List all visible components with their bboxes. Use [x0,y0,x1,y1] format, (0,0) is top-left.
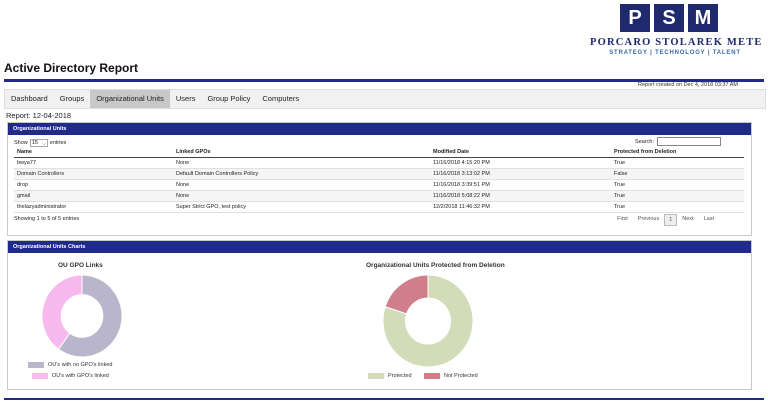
cell-protected: True [611,157,744,169]
logo-letter-p: P [620,4,650,32]
ou-table: Name Linked GPOs Modified Date Protected… [14,148,744,213]
legend-item-not-protected: Not Protected [424,373,478,379]
cell-name: Domain Controllers [14,168,173,180]
tab-dashboard[interactable]: Dashboard [11,94,48,103]
legend-item-with-gpo: OU's with GPO's linked [32,373,109,379]
report-date: Report: 12-04-2018 [6,111,72,120]
donut-slice-ou-s-with-no-gpo-s-linked[interactable] [57,274,123,358]
legend-item-no-gpo: OU's with no GPO's linked [28,362,112,368]
report-created-timestamp: Report created on Dec 4, 2018 03:37 AM [638,82,738,88]
legend-swatch [424,373,440,379]
cell-protected: True [611,190,744,202]
cell-modified-date: 11/16/2018 3:39:51 PM [430,179,611,191]
cell-modified-date: 11/16/2018 4:15:20 PM [430,157,611,169]
show-entries-control: Show 15 ⌵ entries [14,139,66,147]
charts-panel: Organizational Units Charts OU GPO Links… [7,240,752,390]
header-divider [4,79,764,82]
cell-name: bwya77 [14,157,173,169]
logo-letter-m: M [688,4,718,32]
table-row: bwya77 None 11/16/2018 4:15:20 PM True [14,157,744,169]
chart-title-gpo-links: OU GPO Links [58,262,103,269]
table-row: thelazyadministrator Super Strict GPO, t… [14,201,744,213]
donut-slice-not-protected[interactable] [384,274,429,315]
table-row: drop None 11/16/2018 3:39:51 PM True [14,179,744,191]
table-header-row: Name Linked GPOs Modified Date Protected… [14,148,744,158]
cell-linked-gpos: None [173,157,430,169]
table-row: gmail None 11/16/2018 5:08:22 PM True [14,190,744,202]
chart-title-protected: Organizational Units Protected from Dele… [366,262,505,269]
legend-label: Not Protected [444,373,478,379]
cell-name: drop [14,179,173,191]
logo-letter-s: S [654,4,684,32]
logo-tagline: STRATEGY | TECHNOLOGY | TALENT [609,50,741,56]
cell-protected: True [611,179,744,191]
table-row: Domain Controllers Default Domain Contro… [14,168,744,180]
table-search: Search: [635,137,721,146]
search-label: Search: [635,138,654,145]
column-header-linked-gpos[interactable]: Linked GPOs [173,148,430,158]
ou-panel: Organizational Units Show 15 ⌵ entries S… [7,122,752,236]
cell-modified-date: 11/16/2018 5:08:22 PM [430,190,611,202]
search-input[interactable] [657,137,721,146]
logo-company-name: PORCARO STOLAREK METE [590,37,763,48]
cell-linked-gpos: None [173,190,430,202]
legend-label: OU's with GPO's linked [52,373,109,379]
tab-organizational-units[interactable]: Organizational Units [90,90,170,108]
company-logo: P S M PORCARO STOLAREK METE STRATEGY | T… [590,4,764,60]
cell-name: gmail [14,190,173,202]
entries-select-value: 15 [31,140,38,146]
cell-linked-gpos: Default Domain Controllers Policy [173,168,430,180]
legend-swatch [32,373,48,379]
pager-next[interactable]: Next [682,216,694,222]
page-title: Active Directory Report [4,61,139,75]
show-label: Show [14,140,28,146]
donut-chart-protected [382,274,474,368]
entries-select[interactable]: 15 ⌵ [29,139,48,147]
pager-current-page[interactable]: 1 [664,214,678,226]
cell-linked-gpos: None [173,179,430,191]
donut-slice-protected[interactable] [382,274,474,368]
legend-swatch [368,373,384,379]
cell-modified-date: 12/2/2018 11:46:32 PM [430,201,611,213]
pager-previous[interactable]: Previous [637,216,660,222]
tab-groups[interactable]: Groups [59,94,85,103]
tab-computers[interactable]: Computers [262,94,300,103]
tab-bar: Dashboard Groups Organizational Units Us… [4,89,766,109]
entries-label: entries [49,140,67,146]
pager-last[interactable]: Last [703,216,714,222]
donut-chart-gpo-links [41,274,123,358]
pager-first[interactable]: First [617,216,628,222]
legend-label: OU's with no GPO's linked [48,362,113,368]
pagination: First Previous 1 Next Last [612,214,719,226]
footer-divider [4,398,764,400]
tab-group-policy[interactable]: Group Policy [207,94,251,103]
table-info: Showing 1 to 5 of 5 entries [14,216,80,222]
column-header-protected[interactable]: Protected from Deletion [611,148,744,158]
column-header-name[interactable]: Name [14,148,173,158]
tab-users[interactable]: Users [175,94,196,103]
chevron-down-icon: ⌵ [42,141,46,146]
charts-panel-title: Organizational Units Charts [8,241,751,253]
cell-protected: True [611,201,744,213]
cell-modified-date: 11/16/2018 3:13:02 PM [430,168,611,180]
cell-linked-gpos: Super Strict GPO, test policy [173,201,430,213]
legend-label: Protected [388,373,412,379]
cell-name: thelazyadministrator [14,201,173,213]
column-header-modified-date[interactable]: Modified Date [430,148,611,158]
legend-swatch [28,362,44,368]
donut-slice-ou-s-with-gpo-s-linked[interactable] [41,274,83,350]
legend-item-protected: Protected [368,373,412,379]
cell-protected: False [611,168,744,180]
ou-panel-title: Organizational Units [8,123,751,135]
